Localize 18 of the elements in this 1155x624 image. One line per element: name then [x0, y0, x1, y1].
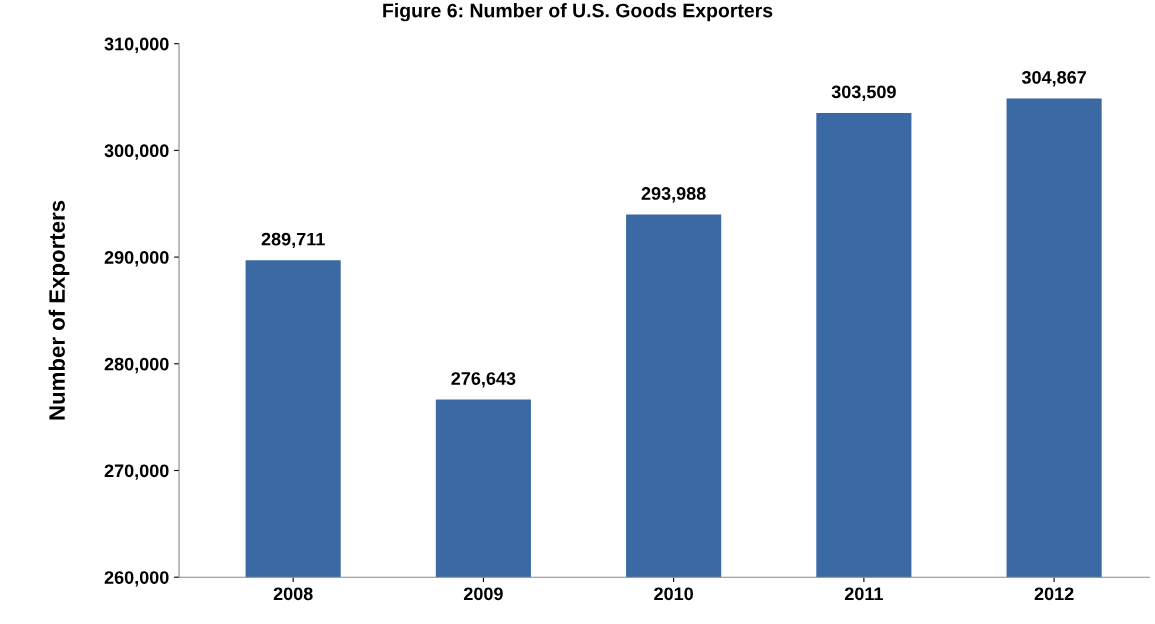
y-tick-label: 310,000 [104, 37, 169, 54]
y-tick-label: 270,000 [104, 464, 169, 480]
data-label: 293,988 [641, 187, 706, 203]
data-label: 303,509 [831, 85, 896, 101]
x-tick-label: 2008 [273, 587, 313, 601]
chart-title: Figure 6: Number of U.S. Goods Exporters [383, 3, 773, 22]
x-tick-label: 2009 [463, 587, 503, 601]
data-label: 276,643 [451, 372, 516, 388]
y-tick-label: 300,000 [104, 144, 169, 160]
x-tick-label: 2012 [1034, 587, 1074, 601]
data-label: 304,867 [1021, 70, 1086, 87]
data-label: 289,711 [261, 232, 325, 249]
y-tick-label: 280,000 [104, 357, 169, 374]
x-tick-label: 2011 [844, 587, 883, 601]
y-tick-label: 260,000 [104, 571, 169, 587]
y-tick-label: 290,000 [104, 251, 169, 267]
y-axis-title: Number of Exporters [48, 200, 70, 420]
x-tick-label: 2010 [654, 587, 693, 601]
